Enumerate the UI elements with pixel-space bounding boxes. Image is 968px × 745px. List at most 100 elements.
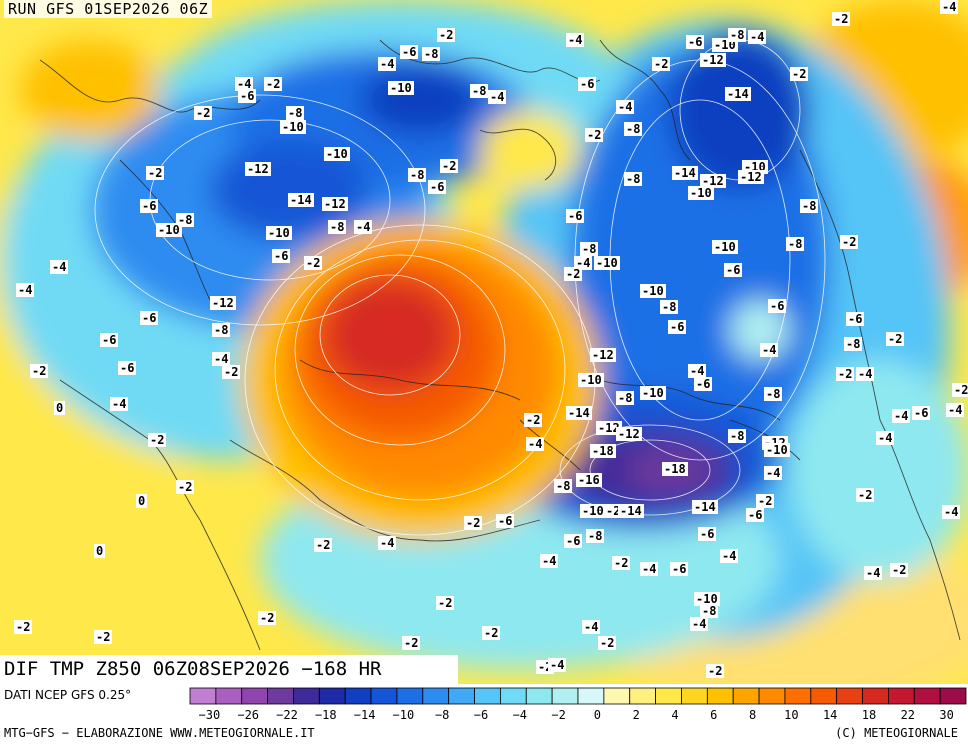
colorbar-tick-label: −30 xyxy=(198,708,221,722)
contour-label: -4 xyxy=(940,0,959,14)
contour-label: -10 xyxy=(388,81,414,95)
colorbar-swatch xyxy=(681,687,708,705)
colorbar-tick-label: −14 xyxy=(353,708,376,722)
colorbar-swatch xyxy=(784,687,812,705)
contour-label: -12 xyxy=(210,296,236,310)
colorbar-swatch xyxy=(732,687,760,705)
contour-label: -10 xyxy=(156,223,182,237)
contour-label: -2 xyxy=(612,556,631,570)
contour-label: -6 xyxy=(140,199,159,213)
contour-label: -8 xyxy=(580,242,599,256)
contour-label: -8 xyxy=(408,168,427,182)
anomaly-field xyxy=(0,0,968,684)
contour-label: -6 xyxy=(238,89,257,103)
contour-label: -8 xyxy=(616,391,635,405)
contour-label: -4 xyxy=(946,403,965,417)
contour-label: -2 xyxy=(856,488,875,502)
contour-label: -12 xyxy=(738,170,764,184)
contour-label: -6 xyxy=(846,312,865,326)
colorbar-swatch xyxy=(241,687,269,705)
contour-label: -8 xyxy=(728,429,747,443)
contour-label: -2 xyxy=(304,256,323,270)
contour-label: -12 xyxy=(700,53,726,67)
contour-label: -2 xyxy=(756,494,775,508)
colorbar-swatch xyxy=(939,687,967,705)
colorbar-swatch xyxy=(525,687,553,705)
contour-label: -2 xyxy=(652,57,671,71)
run-label: RUN GFS 01SEP2026 06Z xyxy=(4,0,213,18)
contour-label: -4 xyxy=(942,505,961,519)
colorbar-swatch xyxy=(629,687,657,705)
contour-label: -6 xyxy=(428,180,447,194)
colorbar-swatch xyxy=(499,687,527,705)
colorbar-tick-label: 22 xyxy=(900,708,916,722)
contour-label: -2 xyxy=(598,636,617,650)
contour-label: -2 xyxy=(890,563,909,577)
contour-label: 0 xyxy=(94,544,106,558)
contour-label: 0 xyxy=(54,401,66,415)
colorbar-swatch xyxy=(370,687,398,705)
contour-label: -14 xyxy=(288,193,314,207)
colorbar-tick-label: −4 xyxy=(512,708,528,722)
contour-label: -10 xyxy=(764,443,790,457)
colorbar-tick-label: 10 xyxy=(784,708,799,722)
contour-label: -2 xyxy=(30,364,49,378)
contour-label: -2 xyxy=(464,516,483,530)
contour-label: -14 xyxy=(566,406,592,420)
contour-label: -8 xyxy=(800,199,819,213)
colorbar-tick-label: −2 xyxy=(551,708,566,722)
contour-label: -8 xyxy=(422,47,441,61)
colorbar-swatch xyxy=(577,687,605,705)
colorbar-tick-label: 4 xyxy=(671,708,679,722)
data-source: DATI NCEP GFS 0.25° xyxy=(4,688,132,702)
contour-label: -8 xyxy=(212,323,231,337)
colorbar-swatch xyxy=(706,687,734,705)
contour-label: -6 xyxy=(496,514,515,528)
contour-label: -12 xyxy=(700,174,726,188)
contour-label: -4 xyxy=(378,57,397,71)
contour-label: -8 xyxy=(660,300,679,314)
colorbar-swatch xyxy=(810,687,838,705)
colorbar-tick-label: −8 xyxy=(434,708,450,722)
contour-label: -14 xyxy=(725,87,751,101)
contour-label: -6 xyxy=(578,77,597,91)
contour-label: -16 xyxy=(576,473,602,487)
colorbar-swatch xyxy=(267,687,294,705)
contour-label: -8 xyxy=(844,337,863,351)
colorbar-swatch xyxy=(836,687,863,705)
colorbar-tick-label: −22 xyxy=(276,708,298,722)
colorbar-swatch xyxy=(862,687,889,705)
contour-label: -2 xyxy=(264,77,283,91)
contour-label: -2 xyxy=(148,433,167,447)
contour-label: -2 xyxy=(886,332,905,346)
contour-label: -10 xyxy=(324,147,350,161)
colorbar-swatch xyxy=(448,687,475,705)
colorbar-tick-label: 14 xyxy=(822,708,838,722)
legend: DATI NCEP GFS 0.25° −30 −26 −22 −18 −14 −10 −8… xyxy=(0,684,968,745)
colorbar-swatch xyxy=(422,687,450,705)
footer-credit: MTG−GFS − ELABORAZIONE WWW.METEOGIORNALE… xyxy=(4,726,315,740)
colorbar-tick-label: 2 xyxy=(632,708,640,722)
contour-label: -2 xyxy=(258,611,277,625)
contour-label: -10 xyxy=(712,240,738,254)
contour-label: -2 xyxy=(222,365,241,379)
contour-label: -6 xyxy=(694,377,713,391)
colorbar-tick-label: −10 xyxy=(392,708,415,722)
contour-label: -4 xyxy=(864,566,883,580)
contour-label: -2 xyxy=(706,664,725,678)
contour-label: -6 xyxy=(670,562,689,576)
contour-label: -4 xyxy=(540,554,559,568)
contour-label: -6 xyxy=(746,508,765,522)
contour-label: -2 xyxy=(585,128,604,142)
contour-label: -4 xyxy=(212,352,231,366)
colorbar-swatch xyxy=(888,687,915,705)
map-title: DIF TMP Z850 06Z08SEP2026 −168 HR xyxy=(0,655,458,684)
contour-label: -6 xyxy=(912,406,931,420)
contour-label: -10 xyxy=(266,226,292,240)
colorbar-swatch xyxy=(655,687,682,705)
colorbar-tick-label: 18 xyxy=(861,708,877,722)
contour-label: -6 xyxy=(272,249,291,263)
contour-label: -4 xyxy=(566,33,585,47)
contour-label: -4 xyxy=(110,397,129,411)
contour-label: -18 xyxy=(590,444,616,458)
